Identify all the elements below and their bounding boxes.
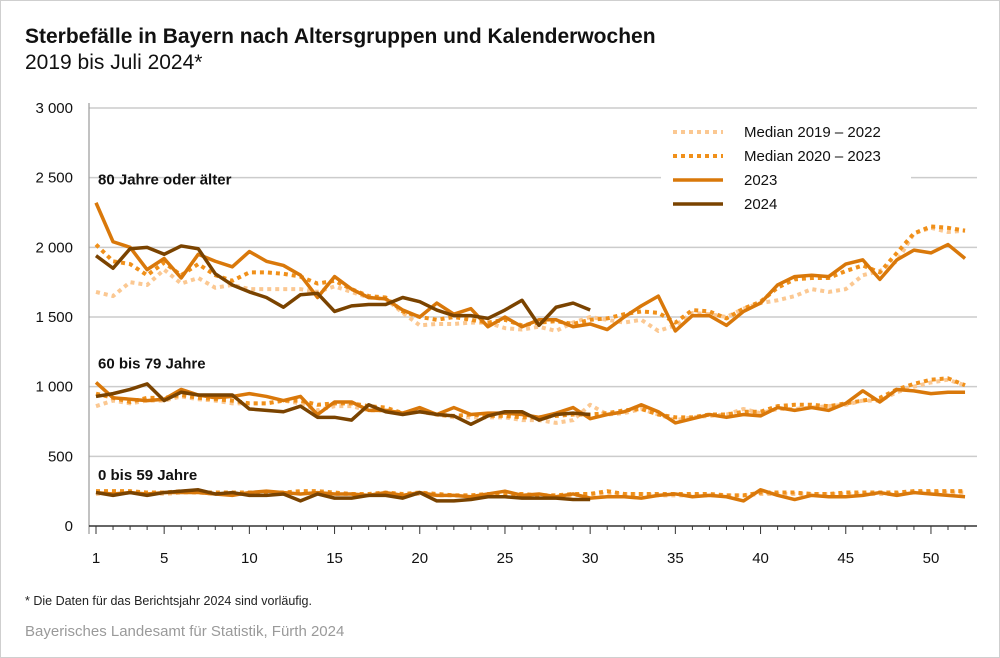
chart-subtitle: 2019 bis Juli 2024*: [25, 51, 203, 74]
x-tick-label: 40: [752, 550, 769, 567]
x-tick-label: 45: [837, 550, 854, 567]
x-tick-label: 1: [92, 550, 100, 567]
x-tick-label: 20: [411, 550, 428, 567]
y-tick-label: 1 500: [35, 309, 73, 326]
series-line-y2024-group-2: [95, 382, 591, 427]
x-tick-label: 10: [241, 550, 258, 567]
group-label: 60 bis 79 Jahre: [98, 356, 206, 373]
legend-background: [661, 113, 911, 213]
group-label: 0 bis 59 Jahre: [98, 467, 197, 484]
legend-label: 2024: [744, 196, 777, 213]
chart-title: Sterbefälle in Bayern nach Altersgruppen…: [25, 25, 656, 48]
legend-label: Median 2019 – 2022: [744, 124, 881, 141]
x-tick-label: 50: [923, 550, 940, 567]
footnote: * Die Daten für das Berichtsjahr 2024 si…: [25, 594, 312, 608]
source-note: Bayerisches Landesamt für Statistik, Für…: [25, 623, 345, 640]
y-tick-label: 0: [65, 518, 73, 535]
legend-label: 2023: [744, 172, 777, 189]
y-tick-label: 1 000: [35, 379, 73, 396]
x-tick-label: 5: [160, 550, 168, 567]
y-tick-label: 2 500: [35, 170, 73, 187]
y-tick-label: 2 000: [35, 239, 73, 256]
x-tick-label: 30: [582, 550, 599, 567]
group-label: 80 Jahre oder älter: [98, 172, 232, 189]
series-line-y2023-group-1: [94, 202, 967, 333]
x-tick-label: 25: [497, 550, 514, 567]
x-tick-label: 15: [326, 550, 343, 567]
legend-label: Median 2020 – 2023: [744, 148, 881, 165]
series-line-y2024-group-3: [95, 488, 591, 503]
series-line-y2024-group-1: [94, 244, 591, 328]
x-tick-label: 35: [667, 550, 684, 567]
y-tick-label: 3 000: [35, 100, 73, 117]
y-tick-label: 500: [48, 448, 73, 465]
